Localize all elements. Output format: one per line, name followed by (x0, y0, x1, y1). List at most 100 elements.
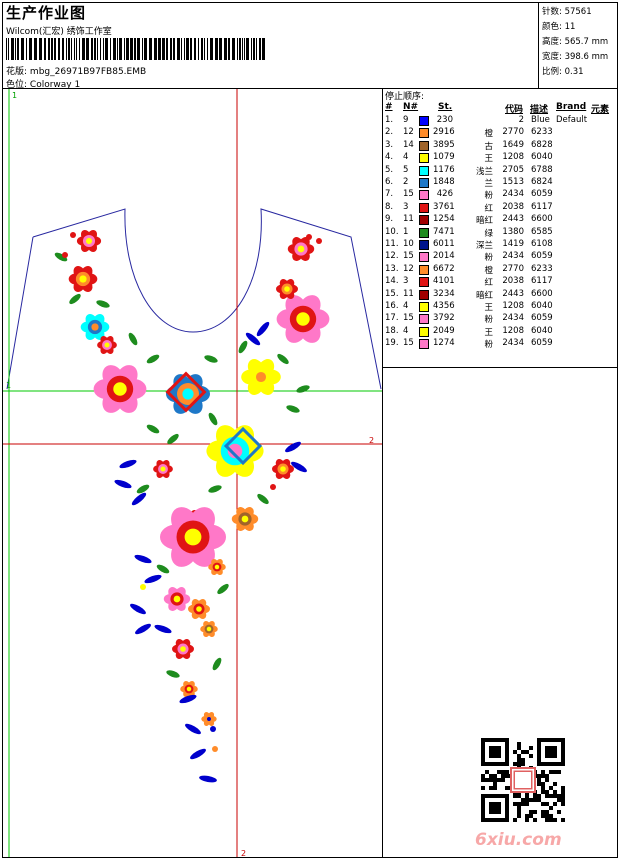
leaf (167, 433, 179, 445)
blue-leaf (154, 624, 172, 634)
flower (255, 371, 267, 383)
thread-desc: 6059 (531, 251, 553, 262)
header: 生产作业图 Wilcom(汇宏) 绣饰工作室 花版: mbg_26971B97F… (4, 2, 538, 90)
stop-number: 6. (385, 177, 394, 187)
stitch-count: 2916 (433, 127, 455, 138)
stop-sequence-panel: 停止顺序: # N# St. 代码 描述 Brand 元素 1. 9 230 2 Blu… (383, 88, 618, 368)
thread-desc: 6040 (531, 301, 553, 311)
blue-leaf (285, 441, 301, 453)
stop-row: 3. 14 3895 古 1649 6828 (383, 140, 618, 152)
leaf (212, 657, 222, 671)
thread-name: 暗红 (475, 216, 493, 227)
thread-desc: 6233 (531, 263, 553, 274)
needle-number: 4 (403, 301, 409, 311)
color-swatch (419, 314, 429, 325)
blue-leaf (245, 332, 261, 346)
thread-code: 1380 (502, 226, 524, 237)
blue-leaf (134, 554, 152, 564)
thread-desc: 6824 (531, 177, 553, 187)
stitch-count: 230 (436, 115, 453, 125)
stop-row: 4. 4 1079 王 1208 6040 (383, 152, 618, 164)
leaf (296, 385, 310, 393)
thread-desc: 6585 (531, 226, 553, 237)
stop-number: 14. (385, 276, 399, 287)
leaf (217, 583, 229, 595)
thread-code: 2434 (502, 189, 524, 200)
left-border (2, 2, 3, 88)
needle-number: 3 (403, 276, 409, 287)
color-swatch (419, 227, 429, 238)
stop-row: 7. 15 426 粉 2434 6059 (383, 189, 618, 201)
flower (227, 443, 243, 459)
blue-leaf (190, 748, 206, 760)
colorway-info: 色位: Colorway 1 (6, 77, 80, 90)
needle-number: 12 (403, 127, 414, 138)
stop-number: 17. (385, 313, 399, 324)
thread-name: 绿 (484, 228, 493, 239)
flower (241, 515, 249, 523)
color-swatch (419, 302, 429, 312)
flower (113, 382, 127, 396)
thread-name: 兰 (484, 179, 493, 189)
flower (284, 286, 290, 292)
thread-desc: 6600 (531, 288, 553, 299)
stop-sequence-title: 停止顺序: (385, 92, 425, 102)
stop-number: 19. (385, 338, 399, 349)
stop-row: 5. 5 1176 浅兰 2705 6788 (383, 165, 618, 177)
needle-number: 15 (403, 313, 414, 324)
thread-desc: 6828 (531, 139, 553, 150)
flower (180, 646, 186, 652)
thread-code: 1208 (502, 152, 524, 163)
stop-number: 12. (385, 251, 399, 262)
stitch-count: 1254 (433, 214, 455, 225)
thread-desc: 6059 (531, 338, 553, 349)
col-header-needle: N# (403, 102, 419, 112)
color-swatch (419, 178, 429, 188)
flower (196, 606, 202, 612)
col-header-desc: 描述 (530, 105, 549, 115)
thread-code: 2038 (502, 276, 524, 287)
thread-desc: 6600 (531, 214, 553, 225)
flower (206, 626, 212, 632)
colorway-label: 色位: (6, 80, 28, 90)
color-swatch (419, 240, 429, 250)
stop-row: 17. 15 3792 粉 2434 6059 (383, 313, 618, 325)
color-swatch (419, 252, 429, 263)
accent-dot (62, 252, 68, 258)
stitch-count: 426 (436, 189, 453, 200)
stop-number: 5. (385, 164, 394, 175)
stitch-count: 1176 (433, 164, 455, 175)
blue-leaf (291, 461, 307, 473)
needle-number: 2 (403, 177, 409, 187)
right-border (617, 2, 618, 88)
blue-leaf (179, 694, 197, 704)
stats-panel: 针数: 57561 颜色: 11 高度: 565.7 mm 宽度: 398.6 … (538, 2, 618, 88)
needle-number: 5 (403, 164, 409, 175)
stop-row: 9. 11 1254 暗红 2443 6600 (383, 214, 618, 226)
stitch-count: 3792 (433, 313, 455, 324)
stop-row: 1. 9 230 2 Blue Default (383, 115, 618, 127)
needle-number: 15 (403, 251, 414, 262)
stitch-count: 4101 (433, 276, 455, 287)
color-swatch (419, 153, 429, 164)
stop-number: 3. (385, 139, 394, 150)
leaf (54, 252, 68, 262)
thread-code: 2443 (502, 288, 524, 299)
flower (207, 717, 211, 721)
thread-name: 粉 (484, 253, 493, 264)
thread-code: 2434 (502, 251, 524, 262)
needle-number: 4 (403, 325, 409, 336)
thread-code: 2038 (502, 201, 524, 212)
needle-number: 11 (403, 214, 414, 225)
thread-code: 2770 (502, 127, 524, 138)
needle-number: 3 (403, 201, 409, 212)
garment-outline (6, 208, 382, 390)
qr-code (481, 738, 565, 822)
diamond-motif (223, 426, 263, 466)
needle-number: 14 (403, 139, 414, 150)
thread-desc: 6788 (531, 164, 553, 175)
stop-row: 19. 15 1274 粉 2434 6059 (383, 338, 618, 350)
flower (184, 528, 202, 546)
blue-leaf (144, 574, 162, 584)
needle-number: 12 (403, 263, 414, 274)
